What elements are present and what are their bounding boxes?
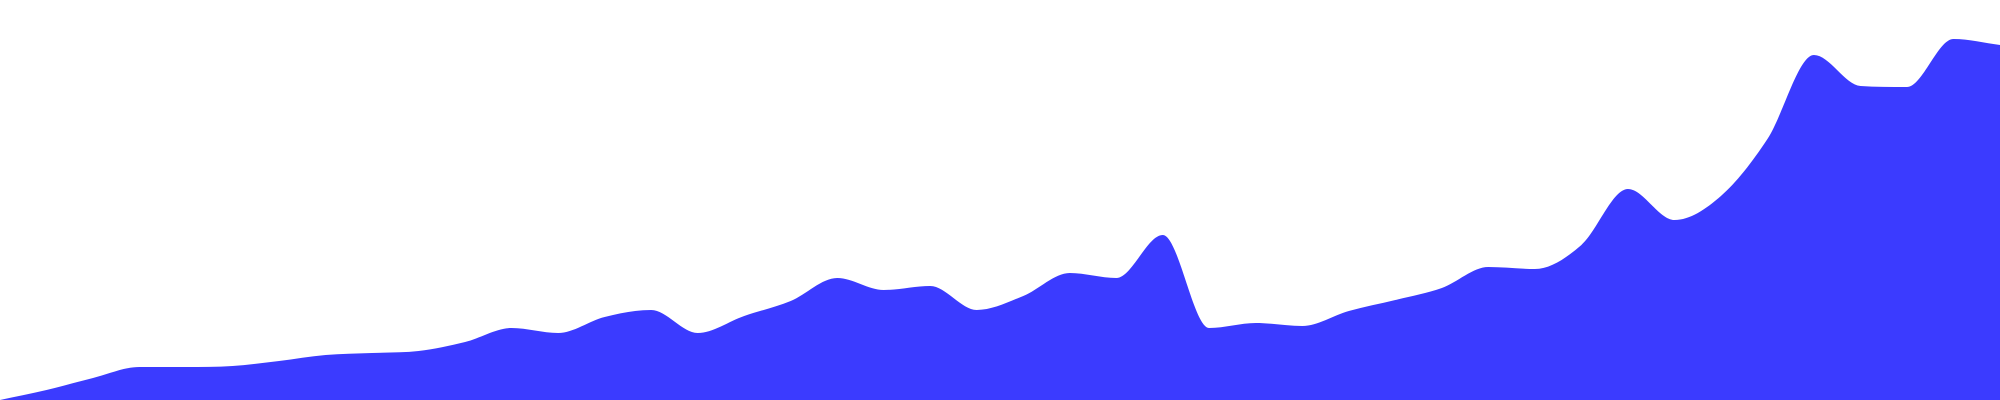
area-series-fill xyxy=(0,39,2000,400)
